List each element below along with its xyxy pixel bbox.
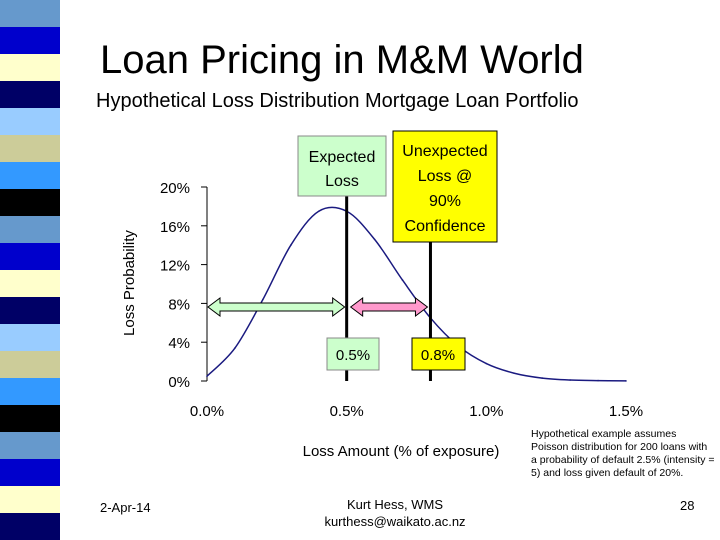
slide-title: Loan Pricing in M&M World: [100, 38, 584, 82]
y-axis-label: Loss Probability: [121, 230, 138, 336]
stripe-block: [0, 27, 70, 54]
stripe-block: [0, 108, 70, 135]
stripe-block: [0, 243, 70, 270]
expected-value-box: [326, 337, 380, 371]
stripe-block: [0, 81, 70, 108]
x-tick-label: 1.5%: [609, 403, 643, 420]
chart-annotations: Expected Loss Unexpected Loss @ 90% Confidenc…: [207, 130, 498, 381]
curve-point: [234, 347, 236, 349]
y-tick-label: 20%: [160, 180, 190, 197]
expected-value-label: 0.5%: [336, 347, 370, 364]
y-tick-label: 16%: [160, 219, 190, 236]
unexpected-loss-box: [392, 130, 498, 243]
footer-date: 2-Apr-14: [100, 500, 151, 515]
curve-point: [401, 279, 404, 281]
y-tick-label: 8%: [168, 296, 190, 313]
slide-subtitle: Hypothetical Loss Distribution Mortgage …: [96, 90, 579, 112]
stripe-block: [0, 351, 70, 378]
stripe-block: [0, 513, 70, 540]
unexpected-loss-label: 90%: [429, 193, 461, 210]
unexpected-value-label: 0.8%: [421, 347, 455, 364]
stripe-block: [0, 189, 70, 216]
expected-loss-label: Loss: [325, 173, 359, 190]
stripe-block: [0, 324, 70, 351]
stripe-block: [0, 378, 70, 405]
curve-point: [290, 244, 292, 246]
x-tick-label: 0.0%: [190, 403, 224, 420]
y-tick-label: 12%: [160, 258, 190, 275]
stripe-block: [0, 135, 70, 162]
stripe-block: [0, 270, 70, 297]
y-tick-label: 0%: [168, 374, 190, 391]
assumption-note: Hypothetical example assumes Poisson dis…: [531, 428, 715, 479]
x-tick-label: 1.0%: [469, 403, 503, 420]
footer-email: kurthess@waikato.ac.nz: [324, 514, 466, 529]
expected-loss-box: [297, 135, 387, 197]
x-tick-label: 0.5%: [330, 403, 364, 420]
unexpected-loss-label: Confidence: [405, 218, 486, 235]
curve-point: [569, 379, 571, 381]
curve-point: [513, 372, 516, 375]
unexpected-value-box: [411, 337, 466, 371]
stripe-block: [0, 297, 70, 324]
stripe-gap: [60, 0, 70, 540]
curve-point: [373, 238, 376, 241]
footer-author: Kurt Hess, WMS kurthess@waikato.ac.nz: [300, 496, 490, 530]
stripe-block: [0, 486, 70, 513]
stripe-block: [0, 432, 70, 459]
curve-point: [625, 380, 627, 382]
stripe-block: [0, 216, 70, 243]
unexpected-loss-label: Loss @: [418, 168, 472, 185]
y-tick-label: 4%: [168, 335, 190, 352]
stripe-block: [0, 405, 70, 432]
curve-point: [485, 362, 488, 365]
stripe-block: [0, 162, 70, 189]
curve-point: [317, 210, 320, 213]
curve-point: [206, 375, 208, 377]
page-number: 28: [680, 498, 695, 513]
chart-ticks: 0% 4% 8% 12% 16% 20% 0.0% 0.5% 1.0% 1.5%: [160, 180, 643, 420]
unexpected-loss-arrow: [349, 297, 429, 317]
curve-point: [541, 377, 543, 379]
unexpected-loss-label: Unexpected: [402, 143, 487, 160]
expected-loss-label: Expected: [309, 149, 376, 166]
stripe-block: [0, 0, 70, 27]
curve-point: [597, 379, 599, 382]
footer-author-name: Kurt Hess, WMS: [346, 497, 444, 512]
decorative-stripe: [0, 0, 70, 540]
stripe-block: [0, 54, 70, 81]
curve-point: [262, 298, 264, 301]
expected-loss-arrow: [207, 297, 346, 317]
x-axis-label: Loss Amount (% of exposure): [303, 443, 500, 460]
stripe-block: [0, 459, 70, 486]
